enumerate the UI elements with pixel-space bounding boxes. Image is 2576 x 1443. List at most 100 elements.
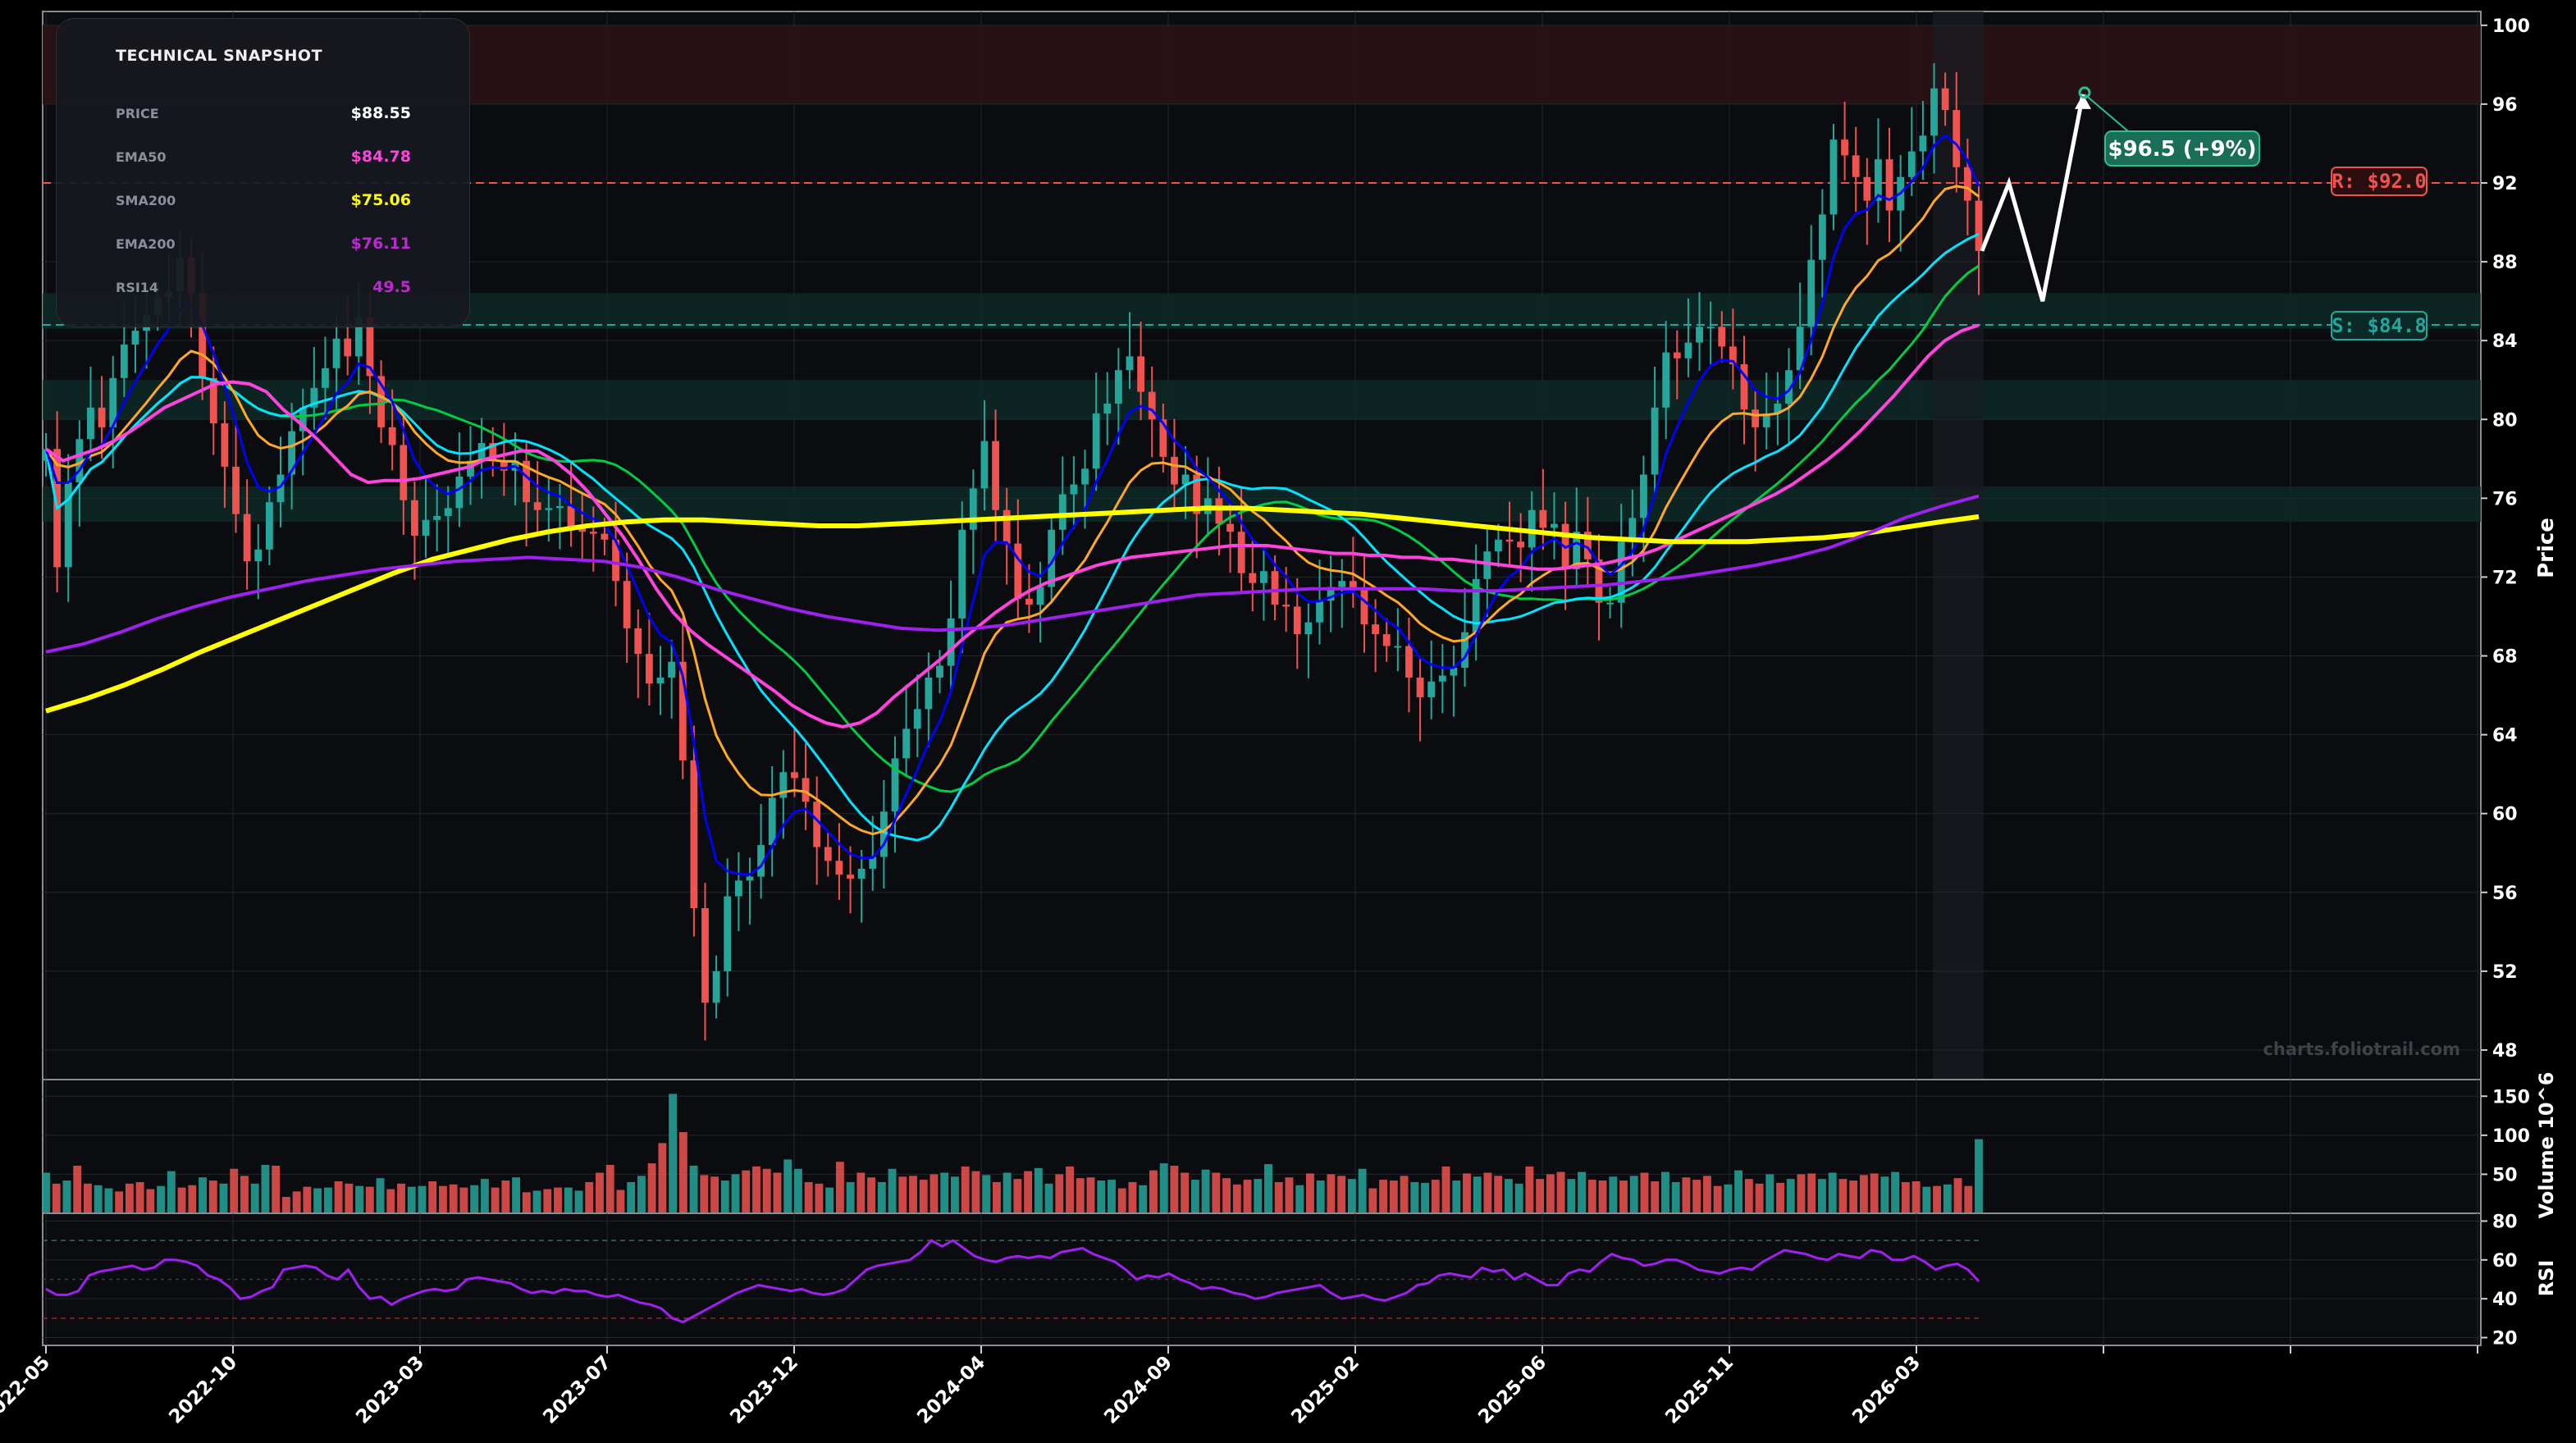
candle-body bbox=[1583, 532, 1592, 559]
volume-bar bbox=[1013, 1179, 1022, 1213]
volume-bar bbox=[73, 1165, 82, 1213]
volume-bar bbox=[1494, 1176, 1503, 1213]
volume-bar bbox=[1838, 1179, 1848, 1213]
candle-body bbox=[1416, 677, 1424, 697]
candle-body bbox=[500, 460, 508, 471]
volume-panel: 50 100 150 bbox=[42, 1079, 2530, 1214]
volume-bar bbox=[888, 1168, 897, 1213]
candle-body bbox=[332, 338, 340, 368]
candle-body bbox=[1081, 468, 1089, 485]
snapshot-value: $88.55 bbox=[350, 104, 411, 122]
candle bbox=[1495, 523, 1502, 568]
volume-bar bbox=[1911, 1180, 1921, 1213]
candle-body bbox=[232, 466, 240, 514]
rsi-panel: 20 40 60 80 bbox=[42, 1212, 2518, 1349]
volume-bar bbox=[1400, 1176, 1409, 1213]
candle bbox=[1818, 189, 1826, 298]
candle-body bbox=[1495, 539, 1502, 552]
volume-bar bbox=[1285, 1177, 1294, 1213]
candle bbox=[835, 823, 843, 900]
y-tick-label: 100 bbox=[2492, 16, 2530, 37]
volume-bar bbox=[1776, 1182, 1784, 1213]
ema50-line bbox=[44, 323, 1980, 729]
snapshot-label: EMA50 bbox=[116, 149, 167, 165]
volume-bar bbox=[637, 1176, 646, 1213]
volume-bar bbox=[1421, 1182, 1429, 1213]
candle-body bbox=[1718, 327, 1726, 347]
candle bbox=[879, 779, 888, 888]
volume-bar bbox=[177, 1187, 186, 1213]
candle-body bbox=[1126, 356, 1134, 371]
volume-bar bbox=[459, 1187, 468, 1213]
volume-bar bbox=[825, 1187, 834, 1213]
candle-body bbox=[1740, 363, 1748, 410]
candle-body bbox=[1171, 456, 1178, 485]
candle bbox=[813, 776, 821, 885]
candle-body bbox=[1148, 391, 1156, 420]
snapshot-value: $76.11 bbox=[350, 235, 411, 253]
candle bbox=[757, 804, 765, 899]
volume-bar bbox=[1849, 1180, 1858, 1213]
candle bbox=[1226, 501, 1234, 573]
candle-body bbox=[243, 514, 251, 562]
watermark: charts.foliotrail.com bbox=[2263, 1039, 2460, 1059]
candle-body bbox=[656, 677, 665, 684]
volume-bar bbox=[1149, 1170, 1158, 1213]
volume-bar bbox=[1702, 1176, 1711, 1213]
candle bbox=[75, 420, 84, 527]
volume-bar bbox=[1243, 1180, 1252, 1213]
volume-bar bbox=[1724, 1184, 1733, 1213]
volume-bar bbox=[929, 1174, 939, 1213]
candle-body bbox=[455, 476, 464, 509]
candle bbox=[1472, 544, 1480, 661]
volume-bar bbox=[1734, 1170, 1743, 1213]
volume-bar bbox=[281, 1197, 290, 1213]
candle-body bbox=[824, 847, 832, 861]
y-tick-label: 60 bbox=[2492, 1251, 2518, 1272]
candle-body bbox=[1651, 407, 1659, 475]
candle bbox=[1941, 72, 1949, 126]
volume-bar bbox=[250, 1183, 259, 1213]
candle bbox=[936, 650, 943, 694]
volume-bar bbox=[188, 1185, 197, 1213]
candle bbox=[678, 617, 687, 779]
candle bbox=[64, 454, 72, 602]
volume-bar bbox=[1066, 1166, 1074, 1213]
y-tick-label: 40 bbox=[2492, 1290, 2518, 1310]
volume-bar bbox=[512, 1177, 521, 1213]
candle bbox=[523, 441, 530, 546]
candle-body bbox=[969, 488, 977, 530]
candle bbox=[902, 684, 911, 778]
volume-bar bbox=[919, 1180, 928, 1213]
candle bbox=[232, 422, 240, 533]
candle bbox=[623, 552, 631, 664]
candle-body bbox=[131, 331, 139, 345]
snapshot-label: EMA200 bbox=[116, 236, 176, 252]
volume-bar bbox=[1389, 1180, 1398, 1213]
candle-body bbox=[1327, 587, 1335, 601]
candle-body bbox=[701, 908, 709, 1003]
candle-body bbox=[835, 861, 843, 875]
volume-bar bbox=[1807, 1173, 1816, 1213]
candle bbox=[1237, 487, 1245, 592]
ema100-line bbox=[44, 185, 1980, 836]
y-tick-label: 92 bbox=[2492, 174, 2518, 194]
candle-body bbox=[847, 874, 854, 879]
candle-body bbox=[344, 338, 352, 357]
candle-body bbox=[1282, 605, 1290, 607]
volume-bar bbox=[1044, 1183, 1053, 1213]
candle bbox=[1137, 322, 1145, 421]
y-tick-label: 80 bbox=[2492, 410, 2518, 431]
candle-body bbox=[869, 856, 877, 869]
volume-bar bbox=[710, 1176, 719, 1213]
candle-body bbox=[109, 377, 117, 427]
candle bbox=[556, 484, 564, 550]
candle bbox=[1058, 456, 1066, 555]
volume-bar bbox=[1264, 1164, 1272, 1213]
volume-bar bbox=[731, 1174, 740, 1213]
candle bbox=[668, 639, 676, 719]
candle bbox=[1249, 538, 1257, 612]
candle bbox=[1438, 644, 1446, 714]
candle bbox=[791, 728, 798, 797]
annotation-layer: R: $92.0 S: $84.8 $96.5 (+9%) charts.fol… bbox=[2104, 130, 2559, 1296]
